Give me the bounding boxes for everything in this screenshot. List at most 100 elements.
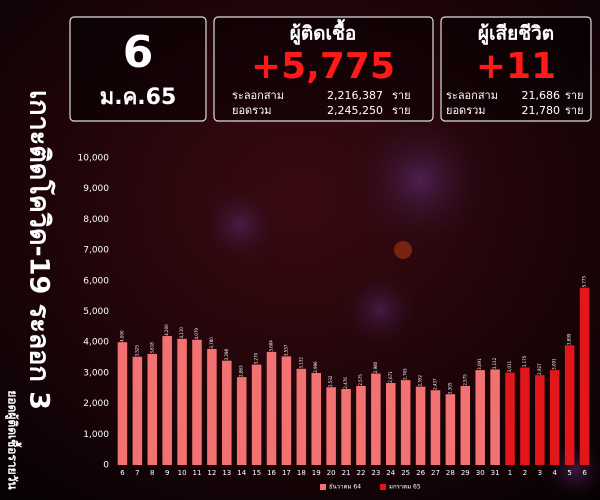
virus-decoration bbox=[394, 241, 412, 259]
bar bbox=[326, 387, 336, 465]
side-subtitle: ยอดผู้ติดเชื้อรายวัน bbox=[5, 390, 23, 490]
value-label: 3,175 bbox=[522, 355, 527, 367]
y-tick-label: 7,000 bbox=[83, 246, 109, 256]
value-label: 2,927 bbox=[537, 363, 542, 375]
bar bbox=[580, 288, 590, 465]
x-tick-label: 30 bbox=[476, 469, 485, 477]
value-label: 2,476 bbox=[343, 377, 348, 389]
value-label: 2,575 bbox=[358, 374, 363, 386]
legend-label: มกราคม 65 bbox=[389, 484, 421, 491]
x-tick-label: 22 bbox=[356, 469, 365, 477]
value-label: 4,110 bbox=[179, 327, 184, 339]
y-tick-label: 3,000 bbox=[83, 368, 109, 378]
value-label: 2,437 bbox=[432, 378, 437, 390]
bar bbox=[401, 380, 411, 465]
x-tick-label: 5 bbox=[567, 469, 571, 477]
y-tick-label: 10,000 bbox=[78, 154, 110, 164]
value-label: 2,305 bbox=[447, 382, 452, 394]
deaths-title: ผู้เสียชีวิต bbox=[478, 23, 554, 46]
virus-decoration bbox=[350, 110, 490, 250]
value-label: 2,765 bbox=[403, 368, 408, 380]
x-tick-label: 28 bbox=[446, 469, 455, 477]
bar bbox=[490, 369, 500, 465]
date-month: ม.ค.65 bbox=[100, 85, 177, 110]
x-tick-label: 29 bbox=[461, 469, 470, 477]
cases-value: +5,775 bbox=[251, 46, 395, 87]
value-label: 3,398 bbox=[224, 349, 229, 361]
value-label: 2,575 bbox=[462, 374, 467, 386]
x-tick-label: 27 bbox=[431, 469, 440, 477]
value-label: 2,532 bbox=[328, 375, 333, 387]
bar bbox=[341, 389, 351, 465]
deaths-row-value: 21,686 bbox=[522, 89, 561, 102]
bar bbox=[267, 352, 277, 465]
virus-decoration bbox=[200, 185, 280, 265]
x-tick-label: 4 bbox=[553, 469, 558, 477]
bar bbox=[297, 369, 307, 465]
bar bbox=[133, 357, 143, 465]
value-label: 2,980 bbox=[373, 361, 378, 373]
x-tick-label: 1 bbox=[508, 469, 512, 477]
value-label: 3,684 bbox=[269, 340, 274, 352]
bar bbox=[162, 336, 172, 465]
y-tick-label: 0 bbox=[103, 461, 109, 471]
virus-decoration bbox=[342, 272, 418, 348]
x-tick-label: 3 bbox=[538, 469, 542, 477]
x-tick-label: 10 bbox=[178, 469, 187, 477]
bar bbox=[446, 394, 456, 465]
value-label: 3,780 bbox=[209, 337, 214, 349]
deaths-row-unit: ราย bbox=[565, 104, 584, 117]
bar bbox=[416, 387, 426, 465]
y-tick-label: 1,000 bbox=[83, 430, 109, 440]
bar bbox=[535, 375, 545, 465]
side-title: เกาะติดโควิด-19 ระลอก 3 bbox=[24, 90, 57, 410]
value-label: 3,270 bbox=[254, 352, 259, 364]
x-tick-label: 9 bbox=[165, 469, 169, 477]
y-tick-label: 2,000 bbox=[83, 399, 109, 409]
bar bbox=[431, 390, 441, 465]
x-tick-label: 7 bbox=[135, 469, 139, 477]
y-tick-label: 5,000 bbox=[83, 307, 109, 317]
y-tick-label: 8,000 bbox=[83, 215, 109, 225]
bar bbox=[207, 349, 217, 465]
x-tick-label: 17 bbox=[282, 469, 291, 477]
bar bbox=[461, 386, 471, 465]
value-label: 3,112 bbox=[492, 357, 497, 369]
x-tick-label: 11 bbox=[193, 469, 202, 477]
x-tick-label: 18 bbox=[297, 469, 306, 477]
deaths-row-value: 21,780 bbox=[522, 104, 561, 117]
legend-swatch bbox=[320, 484, 326, 490]
legend-swatch bbox=[380, 484, 386, 490]
bar bbox=[386, 383, 396, 465]
bar bbox=[550, 370, 560, 465]
bar bbox=[118, 342, 128, 465]
x-tick-label: 2 bbox=[523, 469, 527, 477]
bar bbox=[177, 339, 187, 465]
x-tick-label: 16 bbox=[267, 469, 276, 477]
y-tick-label: 4,000 bbox=[83, 338, 109, 348]
cases-title: ผู้ติดเชื้อ bbox=[290, 19, 357, 46]
value-label: 3,091 bbox=[552, 358, 557, 370]
bar bbox=[252, 365, 262, 465]
deaths-row-unit: ราย bbox=[565, 89, 584, 102]
cases-row-value: 2,245,250 bbox=[327, 104, 383, 117]
bar bbox=[505, 373, 515, 465]
y-tick-label: 6,000 bbox=[83, 276, 109, 286]
x-tick-label: 25 bbox=[401, 469, 410, 477]
x-tick-label: 6 bbox=[120, 469, 125, 477]
cases-row-value: 2,216,387 bbox=[327, 89, 383, 102]
bar bbox=[237, 377, 247, 465]
bar bbox=[147, 354, 157, 465]
infographic: เกาะติดโควิด-19 ระลอก 3 ยอดผู้ติดเชื้อรา… bbox=[0, 0, 600, 500]
x-tick-label: 12 bbox=[207, 469, 216, 477]
value-label: 2,863 bbox=[239, 365, 244, 377]
value-label: 3,525 bbox=[134, 345, 139, 357]
value-label: 2,671 bbox=[388, 371, 393, 383]
x-tick-label: 26 bbox=[416, 469, 425, 477]
bar bbox=[520, 368, 530, 465]
bar bbox=[282, 356, 292, 465]
x-tick-label: 19 bbox=[312, 469, 321, 477]
y-tick-label: 9,000 bbox=[83, 184, 109, 194]
x-tick-label: 23 bbox=[371, 469, 380, 477]
x-tick-label: 15 bbox=[252, 469, 261, 477]
